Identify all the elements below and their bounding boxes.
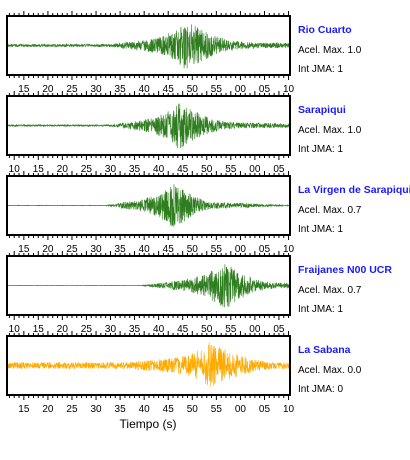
tick-label: 40	[153, 324, 165, 335]
tick-label: 20	[57, 324, 69, 335]
waveform-trace	[6, 103, 291, 149]
tick-label: 45	[163, 404, 175, 415]
tick-label: 05	[259, 404, 271, 415]
max-acceleration: Acel. Max. 1.0	[298, 45, 362, 56]
tick-label: 00	[235, 404, 247, 415]
tick-label: 35	[115, 244, 127, 255]
tick-label: 25	[66, 404, 78, 415]
station-panel-2: 15 20 25 30 35 40 45 50 55 00 05 10 La Virgen de Sar…	[6, 171, 410, 255]
station-name: La Virgen de Sarapiqui	[298, 184, 410, 196]
tick-label: 10	[9, 164, 21, 175]
tick-label: 00	[249, 324, 261, 335]
tick-label: 00	[235, 84, 247, 95]
tick-label: 25	[66, 244, 78, 255]
tick-label: 40	[139, 404, 151, 415]
tick-label: 15	[33, 164, 45, 175]
station-panel-4: 15 20 25 30 35 40 45 50 55 00 05 10 La Sabana Acel. M…	[6, 331, 362, 415]
tick-label: 50	[201, 324, 213, 335]
jma-intensity: Int JMA: 0	[298, 384, 343, 395]
tick-label: 40	[139, 244, 151, 255]
tick-label: 05	[273, 164, 285, 175]
max-acceleration: Acel. Max. 0.7	[298, 205, 362, 216]
waveform-trace	[6, 342, 291, 387]
tick-label: 15	[18, 244, 30, 255]
tick-label: 50	[187, 84, 199, 95]
tick-label: 25	[81, 164, 93, 175]
tick-label: 10	[283, 84, 295, 95]
tick-label: 10	[283, 404, 295, 415]
station-panel-3: 10 15 20 25 30 35 40 45 50 55 00 05 Fraijanes N00 UC…	[6, 251, 392, 335]
station-name: Fraijanes N00 UCR	[298, 264, 392, 276]
station-name: Sarapiqui	[298, 104, 346, 116]
tick-label: 30	[90, 84, 102, 95]
tick-label: 45	[163, 244, 175, 255]
tick-label: 05	[259, 244, 271, 255]
tick-label: 30	[90, 244, 102, 255]
tick-label: 55	[211, 84, 223, 95]
tick-label: 00	[235, 244, 247, 255]
tick-label: 15	[33, 324, 45, 335]
tick-label: 05	[273, 324, 285, 335]
tick-label: 15	[18, 404, 30, 415]
waveform-trace	[6, 184, 291, 227]
tick-label: 50	[201, 164, 213, 175]
x-axis-title: Tiempo (s)	[120, 417, 177, 431]
tick-label: 50	[187, 244, 199, 255]
tick-label: 35	[129, 324, 141, 335]
tick-label: 30	[105, 164, 117, 175]
waveform-trace	[6, 24, 291, 69]
tick-label: 35	[115, 404, 127, 415]
tick-label: 45	[177, 324, 189, 335]
tick-label: 20	[42, 244, 54, 255]
tick-label: 40	[153, 164, 165, 175]
jma-intensity: Int JMA: 1	[298, 224, 343, 235]
tick-label: 55	[211, 244, 223, 255]
jma-intensity: Int JMA: 1	[298, 64, 343, 75]
jma-intensity: Int JMA: 1	[298, 304, 343, 315]
tick-label: 45	[163, 84, 175, 95]
max-acceleration: Acel. Max. 0.0	[298, 365, 362, 376]
tick-label: 05	[259, 84, 271, 95]
station-panel-1: 10 15 20 25 30 35 40 45 50 55 00 05 Sarapiqui Acel. M…	[6, 91, 362, 175]
tick-label: 25	[66, 84, 78, 95]
tick-label: 20	[57, 164, 69, 175]
tick-label: 30	[90, 404, 102, 415]
tick-label: 30	[105, 324, 117, 335]
station-name: Rio Cuarto	[298, 24, 352, 36]
tick-label: 15	[18, 84, 30, 95]
tick-label: 35	[115, 84, 127, 95]
tick-label: 10	[283, 244, 295, 255]
tick-label: 10	[9, 324, 21, 335]
tick-label: 55	[225, 164, 237, 175]
tick-label: 50	[187, 404, 199, 415]
waveform-trace	[6, 264, 291, 308]
tick-label: 55	[211, 404, 223, 415]
tick-label: 20	[42, 84, 54, 95]
max-acceleration: Acel. Max. 0.7	[298, 285, 362, 296]
max-acceleration: Acel. Max. 1.0	[298, 125, 362, 136]
tick-label: 35	[129, 164, 141, 175]
jma-intensity: Int JMA: 1	[298, 144, 343, 155]
station-name: La Sabana	[298, 344, 351, 356]
station-panel-0: 15 20 25 30 35 40 45 50 55 00 05 10 Rio Cuarto Acel. …	[6, 11, 362, 95]
tick-label: 40	[139, 84, 151, 95]
tick-label: 00	[249, 164, 261, 175]
tick-label: 45	[177, 164, 189, 175]
tick-label: 20	[42, 404, 54, 415]
tick-label: 25	[81, 324, 93, 335]
tick-label: 55	[225, 324, 237, 335]
